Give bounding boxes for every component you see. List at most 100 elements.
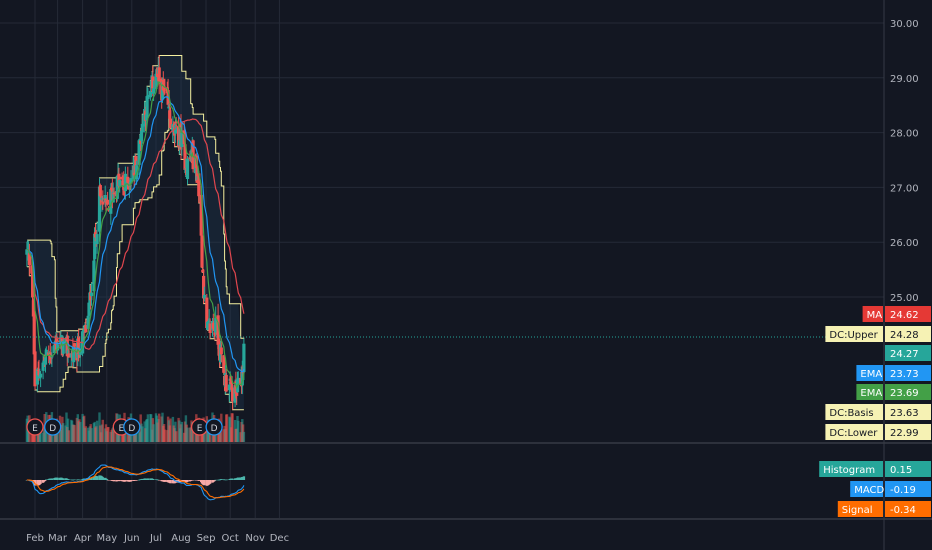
volume-bar: [73, 425, 76, 442]
candle-body: [229, 376, 233, 384]
candle-body: [72, 347, 76, 363]
y-tick-label: 25.00: [890, 293, 919, 304]
histogram-bar: [118, 480, 121, 482]
y-tick-label: 26.00: [890, 238, 919, 249]
candle-body: [52, 344, 56, 354]
earnings-marker[interactable]: [26, 418, 44, 436]
candle-body: [43, 356, 48, 365]
candle-body: [140, 123, 144, 133]
candle-body: [185, 158, 190, 179]
histogram-bar: [75, 479, 79, 481]
event-marker-label: D: [128, 424, 135, 434]
macd-value: 0.15: [890, 465, 912, 476]
histogram-bar: [158, 480, 161, 481]
candle-body: [32, 312, 36, 355]
histogram-bar: [95, 476, 99, 480]
moving-averages: [0, 81, 884, 390]
candle-body: [162, 86, 166, 91]
histogram-bar: [222, 479, 225, 480]
dividend-marker[interactable]: [205, 418, 223, 436]
volume-bar: [152, 424, 155, 442]
x-tick-label: Dec: [270, 533, 289, 544]
candle-body: [69, 354, 73, 358]
indicator-name: EMA: [860, 369, 882, 380]
candle-body: [163, 87, 167, 89]
candle-body: [137, 140, 141, 165]
volume-bar: [203, 431, 206, 442]
candle-body: [152, 88, 156, 94]
ma-line: [26, 118, 245, 350]
price-value-tag: [885, 384, 931, 400]
candle-body: [167, 106, 171, 109]
indicator-name-tag: [825, 404, 883, 420]
histogram-bar: [107, 480, 110, 481]
candle-body: [139, 130, 144, 141]
x-tick-label: Mar: [48, 533, 68, 544]
volume-bar: [146, 414, 150, 442]
indicator-name: DC:Lower: [829, 428, 878, 439]
x-tick-label: Jun: [123, 533, 140, 544]
histogram-bar: [218, 479, 221, 481]
macd-line: [26, 464, 245, 501]
volume-bar: [107, 427, 110, 442]
histogram-bar: [137, 479, 141, 481]
y-tick-label: 27.00: [890, 183, 919, 194]
volume-bar: [84, 426, 87, 442]
candle-body: [128, 185, 132, 187]
histogram-bar: [105, 479, 108, 480]
price-value: 23.69: [890, 388, 919, 399]
macd-value: -0.34: [890, 505, 916, 516]
dividend-marker[interactable]: [44, 418, 62, 436]
event-marker-label: D: [211, 424, 218, 434]
volume-bar: [101, 419, 104, 442]
histogram-bar: [163, 480, 167, 482]
signal-line: [26, 466, 245, 499]
candle-body: [230, 387, 234, 389]
event-marker-label: D: [49, 424, 56, 434]
candle-body: [183, 144, 187, 170]
histogram-bar: [225, 479, 229, 481]
candle-body: [53, 343, 57, 345]
dividend-marker[interactable]: [123, 418, 141, 436]
candles: [25, 55, 246, 410]
price-value-tag: [885, 424, 931, 440]
candle-body: [174, 121, 178, 124]
histogram-bar: [141, 478, 144, 480]
candle-body: [112, 192, 116, 195]
candle-body: [145, 96, 149, 118]
candle-body: [99, 196, 103, 197]
volume-bar: [56, 430, 59, 442]
macd-name: Signal: [842, 505, 873, 516]
candle-body: [84, 325, 88, 333]
candle-body: [106, 199, 110, 205]
candle-body: [180, 131, 184, 147]
candle-body: [236, 377, 240, 383]
candle-body: [123, 173, 127, 192]
x-tick-label: Oct: [222, 533, 239, 544]
macd-value: -0.19: [890, 485, 916, 496]
candle-body: [206, 322, 210, 330]
histogram-bar: [43, 480, 46, 482]
candle-body: [118, 179, 122, 186]
macd-name: Histogram: [823, 465, 875, 476]
candle-body: [41, 362, 45, 371]
y-tick-label: 29.00: [890, 74, 919, 85]
volume-bar: [231, 413, 234, 442]
x-axis: Feb Mar Apr May Jun Jul Aug Sep Oct Nov Dec: [26, 533, 289, 544]
candle-body: [208, 323, 212, 333]
candle-body: [205, 297, 209, 328]
price-value-tag: [885, 326, 931, 342]
macd-name-tag: [819, 461, 883, 477]
indicator-name: DC:Basis: [829, 408, 873, 419]
candle-body: [56, 344, 60, 351]
candle-body: [146, 94, 150, 99]
histogram-bar: [242, 476, 246, 480]
volume-bar: [67, 430, 71, 442]
macd-name-tag: [837, 501, 883, 517]
candle-body: [157, 67, 161, 83]
histogram-bar: [50, 478, 54, 480]
ema-slow-line: [26, 96, 245, 373]
donchian-fill: [26, 55, 244, 410]
